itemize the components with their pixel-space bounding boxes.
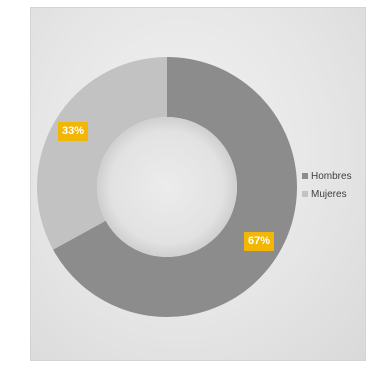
data-label-hombres: 67% [243, 231, 274, 251]
legend-label-hombres: Hombres [311, 170, 352, 182]
legend-swatch-hombres [302, 173, 308, 179]
donut-chart [37, 57, 297, 317]
donut-hole [97, 117, 237, 257]
data-label-mujeres: 33% [58, 122, 89, 142]
donut-slice-hombres [53, 57, 297, 317]
legend-item-hombres: Hombres [302, 167, 352, 185]
legend-swatch-mujeres [302, 191, 308, 197]
donut-slice-mujeres [37, 57, 168, 250]
legend-item-mujeres: Mujeres [302, 185, 352, 203]
chart-area: 67% 33% Hombres Mujeres [30, 7, 366, 361]
legend-label-mujeres: Mujeres [311, 188, 347, 200]
chart-legend: Hombres Mujeres [302, 167, 352, 203]
